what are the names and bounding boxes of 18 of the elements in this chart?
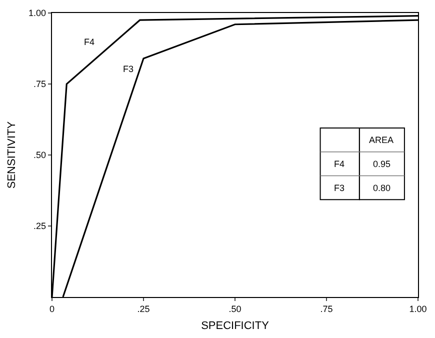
y-axis-title: SENSITIVITY <box>6 120 18 189</box>
annotation: F4 <box>334 159 345 169</box>
x-tick-label: .75 <box>320 304 333 314</box>
series-label: F3 <box>123 64 134 74</box>
annotation: AREA <box>369 135 394 145</box>
x-tick-label: 0 <box>49 304 55 314</box>
y-tick-label: 1.00 <box>28 8 46 18</box>
x-tick-label: .50 <box>228 304 242 314</box>
y-tick-label: .75 <box>34 79 46 90</box>
x-tick-label: 1.00 <box>409 304 427 314</box>
y-tick-label: .25 <box>34 221 46 232</box>
x-axis-title: SPECIFICITY <box>201 320 270 332</box>
annotation: 0.95 <box>373 159 391 169</box>
y-tick-label: .50 <box>34 150 46 160</box>
series-label: F4 <box>84 37 95 47</box>
x-tick-label: .25 <box>137 304 150 314</box>
annotation: 0.80 <box>373 183 391 193</box>
annotation: F3 <box>334 183 345 193</box>
